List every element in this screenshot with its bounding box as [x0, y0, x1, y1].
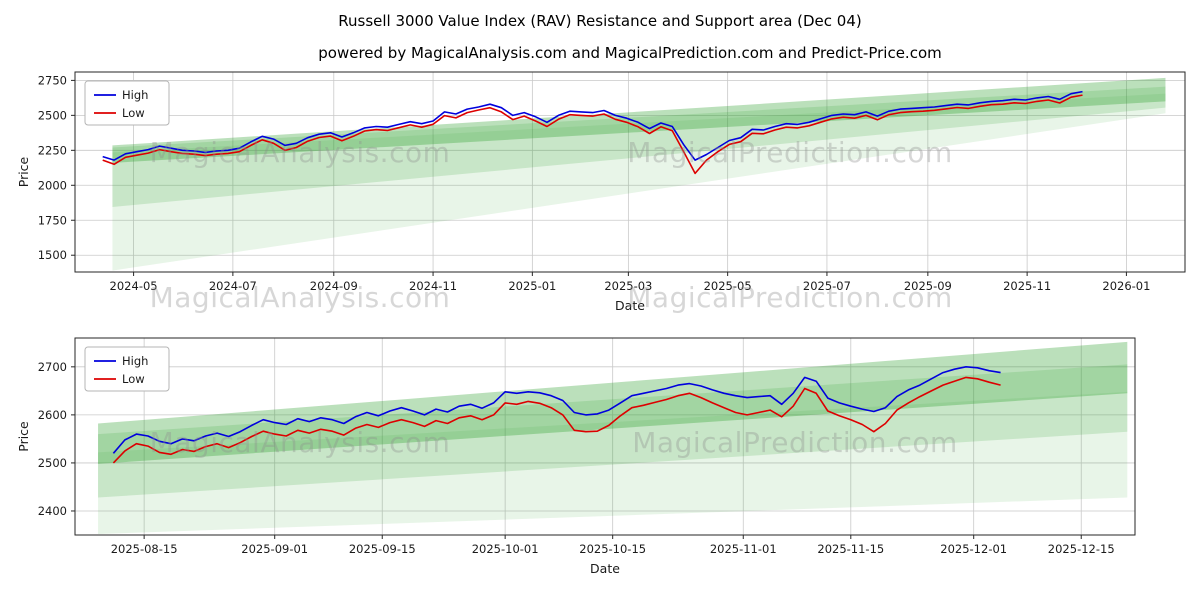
svg-text:2025-11: 2025-11 [1003, 279, 1051, 293]
svg-text:2025-07: 2025-07 [803, 279, 851, 293]
svg-text:2750: 2750 [38, 73, 67, 87]
legend: High Low [84, 346, 170, 392]
svg-text:2025-10-01: 2025-10-01 [472, 542, 539, 556]
svg-text:2025-12-01: 2025-12-01 [940, 542, 1007, 556]
chart-title: Russell 3000 Value Index (RAV) Resistanc… [338, 12, 862, 30]
legend: High Low [84, 80, 170, 126]
gridlines [75, 338, 1135, 535]
series-low [112, 376, 1001, 464]
y-axis-label: Price [16, 156, 31, 187]
svg-text:2025-10-15: 2025-10-15 [579, 542, 646, 556]
svg-text:Low: Low [122, 372, 145, 386]
svg-text:2024-07: 2024-07 [209, 279, 257, 293]
svg-text:2024-05: 2024-05 [110, 279, 158, 293]
tick-labels: 2024-05 2024-07 2024-09 2024-11 2025-01 2025-… [38, 73, 1151, 293]
svg-text:2025-09-01: 2025-09-01 [241, 542, 308, 556]
x-axis-label: Date [615, 298, 645, 313]
svg-text:2250: 2250 [38, 143, 67, 157]
svg-text:2025-11-01: 2025-11-01 [710, 542, 777, 556]
svg-text:2025-01: 2025-01 [508, 279, 556, 293]
svg-text:High: High [122, 354, 148, 368]
svg-text:2700: 2700 [38, 360, 67, 374]
series-high [102, 90, 1083, 161]
svg-text:2025-09: 2025-09 [904, 279, 952, 293]
svg-text:1750: 1750 [38, 213, 67, 227]
bottom-chart: 2025-08-15 2025-09-01 2025-09-15 2025-10-01… [16, 337, 1136, 576]
support-resistance-bands [112, 77, 1166, 271]
svg-text:2024-09: 2024-09 [310, 279, 358, 293]
series-lines [112, 365, 1001, 464]
series-lines [102, 90, 1083, 175]
series-high [112, 365, 1001, 454]
x-axis-label: Date [590, 561, 620, 576]
svg-text:2400: 2400 [38, 504, 67, 518]
svg-text:2024-11: 2024-11 [409, 279, 457, 293]
svg-text:1500: 1500 [38, 248, 67, 262]
tick-labels: 2025-08-15 2025-09-01 2025-09-15 2025-10-01… [38, 360, 1115, 556]
svg-text:Low: Low [122, 106, 145, 120]
svg-text:2025-12-15: 2025-12-15 [1048, 542, 1115, 556]
gridlines [75, 72, 1185, 272]
support-resistance-bands [98, 341, 1128, 535]
chart-subtitle: powered by MagicalAnalysis.com and Magic… [318, 44, 942, 62]
svg-text:2500: 2500 [38, 108, 67, 122]
svg-text:2500: 2500 [38, 456, 67, 470]
svg-text:2025-09-15: 2025-09-15 [349, 542, 416, 556]
svg-text:2600: 2600 [38, 408, 67, 422]
svg-text:2000: 2000 [38, 178, 67, 192]
svg-text:High: High [122, 88, 148, 102]
svg-text:2025-08-15: 2025-08-15 [111, 542, 178, 556]
y-axis-label: Price [16, 421, 31, 452]
svg-text:2025-03: 2025-03 [604, 279, 652, 293]
svg-text:2026-01: 2026-01 [1102, 279, 1150, 293]
top-chart: 2024-05 2024-07 2024-09 2024-11 2025-01 2025-… [16, 71, 1186, 313]
svg-text:2025-05: 2025-05 [704, 279, 752, 293]
series-low [102, 94, 1083, 175]
svg-text:2025-11-15: 2025-11-15 [817, 542, 884, 556]
